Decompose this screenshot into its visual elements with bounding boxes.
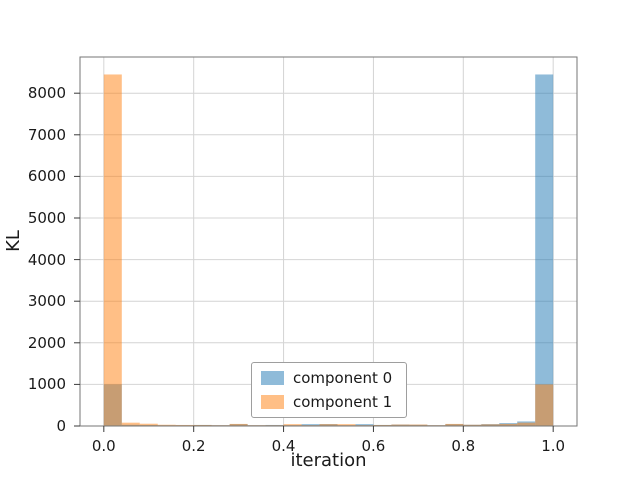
histogram-bar-component-1 [229, 423, 248, 426]
x-axis-label: iteration [290, 450, 367, 471]
legend-label: component 0 [293, 369, 393, 387]
x-tick-label: 0.8 [451, 437, 476, 455]
histogram-bar-component-0 [355, 424, 374, 426]
y-tick-label: 2000 [27, 333, 66, 352]
x-tick-label: 0.4 [271, 437, 296, 455]
histogram-bar-component-1 [337, 424, 356, 426]
y-tick-label: 7000 [27, 125, 66, 144]
histogram-bar-component-1 [139, 423, 158, 426]
histogram-bar-component-1 [175, 424, 194, 426]
y-tick-label: 5000 [27, 208, 66, 227]
y-tick-label: 8000 [27, 84, 66, 103]
y-tick-label: 6000 [27, 167, 66, 186]
legend: component 0 component 1 [251, 362, 407, 418]
histogram-bar-component-1 [373, 424, 392, 426]
y-tick-label: 0 [56, 417, 66, 435]
legend-label: component 1 [293, 393, 393, 411]
x-tick-label: 0.0 [91, 437, 116, 455]
legend-swatch-component-1-icon [261, 395, 284, 409]
histogram-bar-component-0 [301, 424, 320, 426]
legend-swatch-component-0-icon [261, 371, 284, 385]
y-tick-label: 1000 [27, 375, 66, 394]
histogram-bar-component-1 [319, 424, 338, 426]
histogram-bar-component-1 [157, 424, 176, 426]
histogram-bar-component-1 [103, 74, 122, 426]
histogram-bar-component-1 [391, 424, 410, 426]
histogram-bar-component-0 [535, 74, 554, 426]
histogram-bar-component-1 [535, 384, 554, 426]
y-tick-label: 4000 [27, 250, 66, 269]
histogram-bar-component-1 [499, 423, 518, 426]
histogram-bar-component-1 [283, 424, 302, 426]
histogram-bar-component-1 [463, 424, 482, 426]
legend-entry-component-1: component 1 [261, 394, 406, 410]
legend-entry-component-0: component 0 [261, 370, 406, 386]
histogram-bar-component-1 [445, 423, 464, 426]
plot-frame [79, 56, 578, 427]
x-tick-label: 0.6 [361, 437, 386, 455]
histogram-bar-component-1 [121, 422, 140, 426]
histogram-bar-component-1 [481, 424, 500, 426]
x-tick-label: 0.2 [181, 437, 206, 455]
histogram-bar-component-1 [193, 424, 212, 426]
histogram-bar-component-1 [409, 424, 428, 426]
y-tick-label: 3000 [27, 292, 66, 311]
x-tick-label: 1.0 [541, 437, 566, 455]
histogram-bar-component-1 [517, 422, 536, 426]
